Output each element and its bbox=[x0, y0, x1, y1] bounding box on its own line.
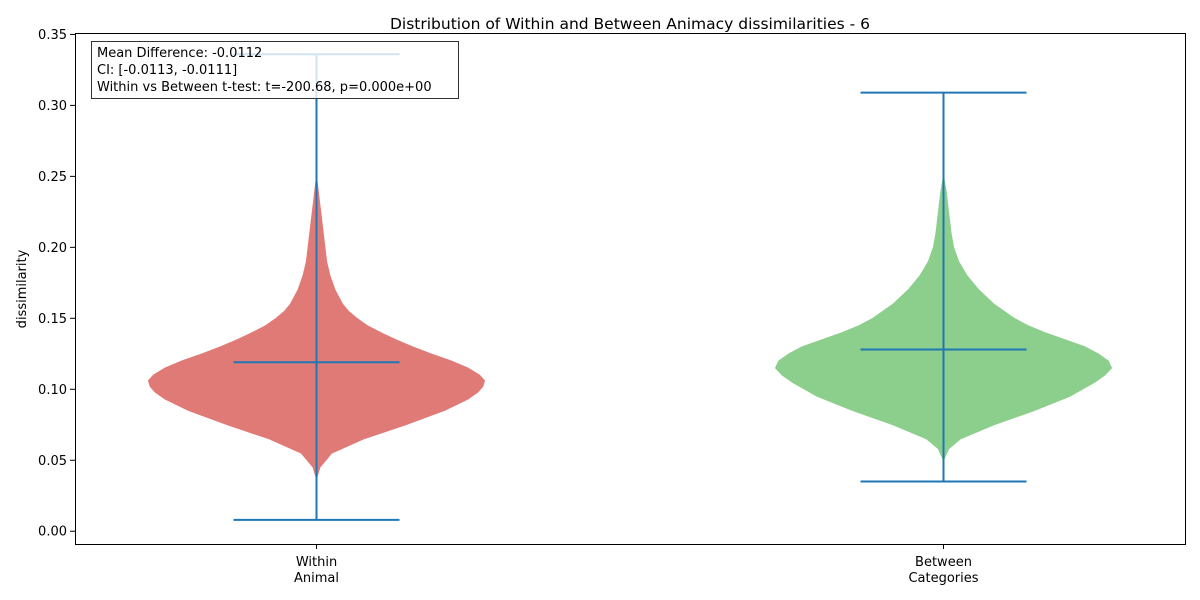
x-tick-label-line2: Animal bbox=[294, 571, 339, 586]
annotation-t-test: Within vs Between t-test: t=-200.68, p=0… bbox=[97, 80, 432, 95]
annotation-box bbox=[91, 41, 459, 99]
y-tick-label: 0.25 bbox=[38, 170, 67, 185]
y-tick-label: 0.00 bbox=[38, 525, 67, 540]
chart-title: Distribution of Within and Between Anima… bbox=[390, 15, 870, 33]
y-tick-label: 0.15 bbox=[38, 312, 67, 327]
y-tick-label: 0.30 bbox=[38, 99, 67, 114]
y-tick-label: 0.05 bbox=[38, 454, 67, 469]
y-tick-label: 0.20 bbox=[38, 241, 67, 256]
plot-frame bbox=[75, 33, 1186, 545]
x-tick-label-line1: Within bbox=[296, 555, 337, 570]
stats-annotation: Mean Difference: -0.0112 CI: [-0.0113, -… bbox=[91, 41, 459, 99]
violins-group bbox=[148, 53, 1112, 521]
annotation-ci: CI: [-0.0113, -0.0111] bbox=[97, 63, 237, 78]
y-tick-label: 0.10 bbox=[38, 383, 67, 398]
y-tick-label: 0.35 bbox=[38, 28, 67, 43]
annotation-mean-difference: Mean Difference: -0.0112 bbox=[97, 46, 262, 61]
x-tick-label-line2: Categories bbox=[908, 571, 978, 586]
x-tick-label-line1: Between bbox=[915, 555, 972, 570]
y-axis-label: dissimilarity bbox=[15, 249, 30, 328]
y-axis: 0.00 0.05 0.10 0.15 0.20 0.25 0.30 0.35 bbox=[38, 28, 75, 540]
